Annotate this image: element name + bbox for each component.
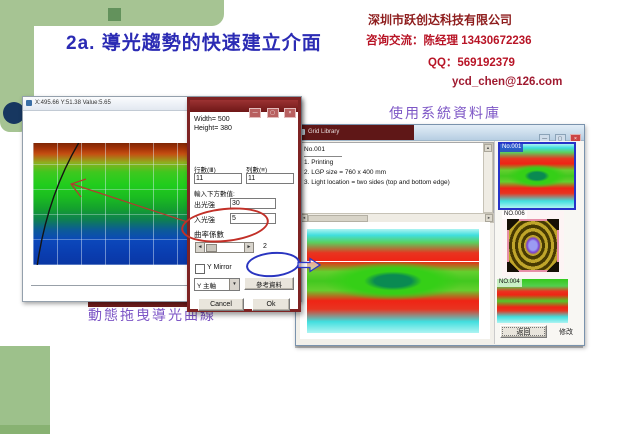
maximize-icon[interactable]: ▢ <box>266 108 279 118</box>
mirror-label: Y Mirror <box>207 264 232 271</box>
modify-button[interactable]: 修改 <box>559 329 573 336</box>
entry-vertical-scrollbar[interactable]: ▲ <box>483 143 493 213</box>
thumbnail-label: No.001 <box>500 144 524 152</box>
library-titlebar-overlay <box>296 125 414 140</box>
scroll-thumb[interactable] <box>308 215 368 222</box>
dialog-window-controls: — ▢ × <box>248 101 296 119</box>
entry-line: 3. Light location = two sides (top and b… <box>304 179 450 187</box>
contact-consult: 咨询交流：陈经理 13430672236 <box>366 35 532 47</box>
contact-company: 深圳市跃创达科技有限公司 <box>368 13 513 27</box>
page-title: 2a. 導光趨勢的快速建立介面 <box>66 33 322 54</box>
dropdown-icon[interactable]: ▼ <box>229 279 239 290</box>
contour-rings <box>506 219 560 273</box>
thumbnail-no001[interactable]: No.001 <box>498 142 576 210</box>
scroll-up-icon[interactable]: ▲ <box>484 144 492 152</box>
ring-corner <box>506 261 520 273</box>
dialog-titlebar[interactable]: — ▢ × <box>190 100 298 118</box>
decor-navy-circle <box>3 102 25 124</box>
reference-link-arrow <box>297 257 321 273</box>
cols-label: 列數(≡) <box>246 167 268 174</box>
thumbnail-no006[interactable]: NO.006 <box>502 211 564 276</box>
decor-bottom-band <box>0 346 50 434</box>
guide-curve[interactable] <box>33 143 246 265</box>
out-light-label: 出光強 <box>194 202 215 209</box>
reference-button[interactable]: 參考資料 <box>244 277 294 290</box>
curvature-slider[interactable] <box>204 242 246 253</box>
width-readout: Width= 500 <box>194 116 230 123</box>
thumbnail-no004[interactable]: NO.004 <box>497 279 568 323</box>
back-button[interactable]: 返回 <box>500 325 547 338</box>
contact-email: ycd_chen@126.com <box>452 76 563 88</box>
rows-label: 行數(Ⅲ) <box>194 167 216 174</box>
scroll-right-icon[interactable]: ► <box>485 214 493 222</box>
input-hint: 輸入下方數值: <box>194 191 235 198</box>
out-light-input[interactable]: 30 <box>230 198 276 209</box>
close-icon[interactable]: × <box>284 108 296 118</box>
library-window-title: Grid Library <box>308 129 340 135</box>
preview-scanline <box>307 261 479 263</box>
entry-id: No.001 <box>304 146 325 153</box>
slider-thumb[interactable] <box>206 244 217 252</box>
slider-right-icon[interactable]: ► <box>244 242 254 253</box>
decor-green-square <box>108 8 121 21</box>
library-app-icon <box>299 129 305 135</box>
editor-app-icon <box>26 100 32 106</box>
contact-qq: QQ：569192379 <box>428 57 515 69</box>
editor-window-title: X:495.66 Y:51.38 Value:5.65 <box>35 100 111 106</box>
entry-separator <box>304 156 342 158</box>
ring-corner <box>546 219 560 230</box>
library-window-shadow <box>295 345 583 348</box>
parameter-dialog: — ▢ × Width= 500 Height= 380 行數(Ⅲ) 列數(≡)… <box>187 97 301 312</box>
editor-statusbar-rule <box>31 285 295 289</box>
thumbnail-label: NO.004 <box>497 279 522 287</box>
entry-line: 1. Printing <box>304 159 334 167</box>
entry-info-panel: No.001 1. Printing 2. LGP size = 760 x 4… <box>299 142 494 214</box>
ok-button[interactable]: Ok <box>252 298 290 311</box>
minimize-icon[interactable]: — <box>249 108 262 118</box>
entry-line: 2. LGP size = 760 x 400 mm <box>304 169 387 177</box>
decor-bottom-band-dark <box>0 425 50 434</box>
library-window: Grid Library — ▢ × No.001 1. Printing 2.… <box>295 124 585 346</box>
library-window-controls: — ▢ × <box>539 127 581 145</box>
dialog-body: Width= 500 Height= 380 行數(Ⅲ) 列數(≡) 11 11… <box>190 112 298 311</box>
cols-input[interactable]: 11 <box>246 173 294 184</box>
ring-corner <box>546 261 560 273</box>
in-light-label: 入光強 <box>194 217 215 224</box>
rows-input[interactable]: 11 <box>194 173 242 184</box>
axis-select[interactable]: Y 主軸 ▼ <box>194 278 240 291</box>
height-readout: Height= 380 <box>194 125 232 132</box>
curvature-label: 曲率係數 <box>194 230 224 239</box>
in-light-input[interactable]: 5 <box>230 213 276 224</box>
ring-corner <box>506 219 520 230</box>
mirror-checkbox[interactable] <box>195 264 205 274</box>
preview-heatmap[interactable] <box>307 229 479 333</box>
thumbnail-label: NO.006 <box>502 211 527 219</box>
thumbnail-panel: No.001 NO.006 NO.004 返回 修改 <box>494 141 584 344</box>
cancel-button[interactable]: Cancel <box>198 298 244 311</box>
caption-library: 使用系統資料庫 <box>389 105 501 121</box>
curvature-value: 2 <box>263 243 267 250</box>
caption-drag-curve: 動態拖曳導光曲線 <box>88 307 216 323</box>
axis-select-value: Y 主軸 <box>197 283 217 290</box>
library-titlebar[interactable]: Grid Library — ▢ × <box>296 125 584 144</box>
